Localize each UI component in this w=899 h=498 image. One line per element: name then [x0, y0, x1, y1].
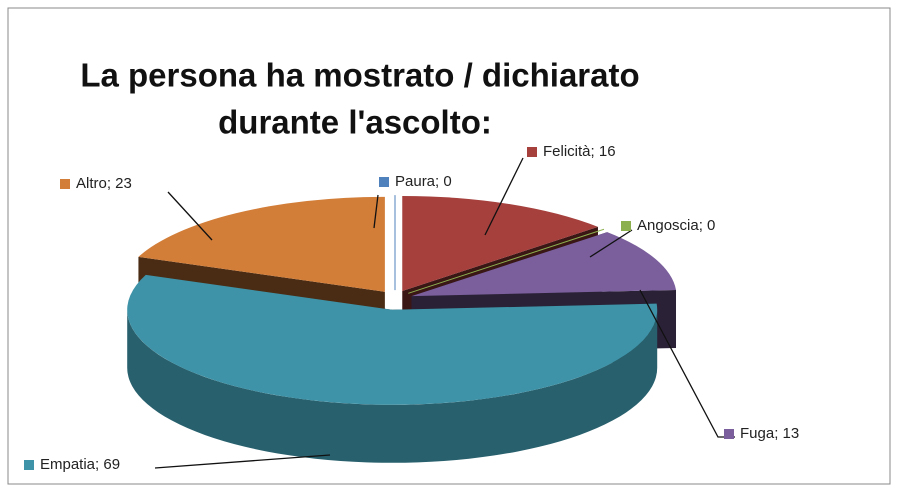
- data-label: Altro; 23: [76, 175, 132, 192]
- data-label: Felicità; 16: [543, 143, 616, 160]
- slice: [127, 274, 658, 405]
- legend-swatch: [621, 221, 631, 231]
- data-label: Paura; 0: [395, 173, 452, 190]
- data-label: Empatia; 69: [40, 456, 120, 473]
- leader-line: [154, 454, 331, 469]
- legend-swatch: [724, 429, 734, 439]
- chart-title: La persona ha mostrato / dichiarato: [80, 57, 639, 94]
- leader-line: [484, 157, 524, 236]
- leader-line: [589, 229, 633, 258]
- chart-title: durante l'ascolto:: [218, 104, 492, 141]
- data-label: Fuga; 13: [740, 425, 799, 442]
- legend-swatch: [60, 179, 70, 189]
- slice-side: [127, 309, 658, 463]
- data-label: Angoscia; 0: [637, 217, 715, 234]
- slice: [411, 232, 677, 297]
- slice: [138, 196, 385, 292]
- legend-swatch: [24, 460, 34, 470]
- legend-swatch: [527, 147, 537, 157]
- leader-line: [167, 191, 213, 241]
- leader-line: [373, 194, 379, 229]
- slice: [402, 195, 598, 291]
- legend-swatch: [379, 177, 389, 187]
